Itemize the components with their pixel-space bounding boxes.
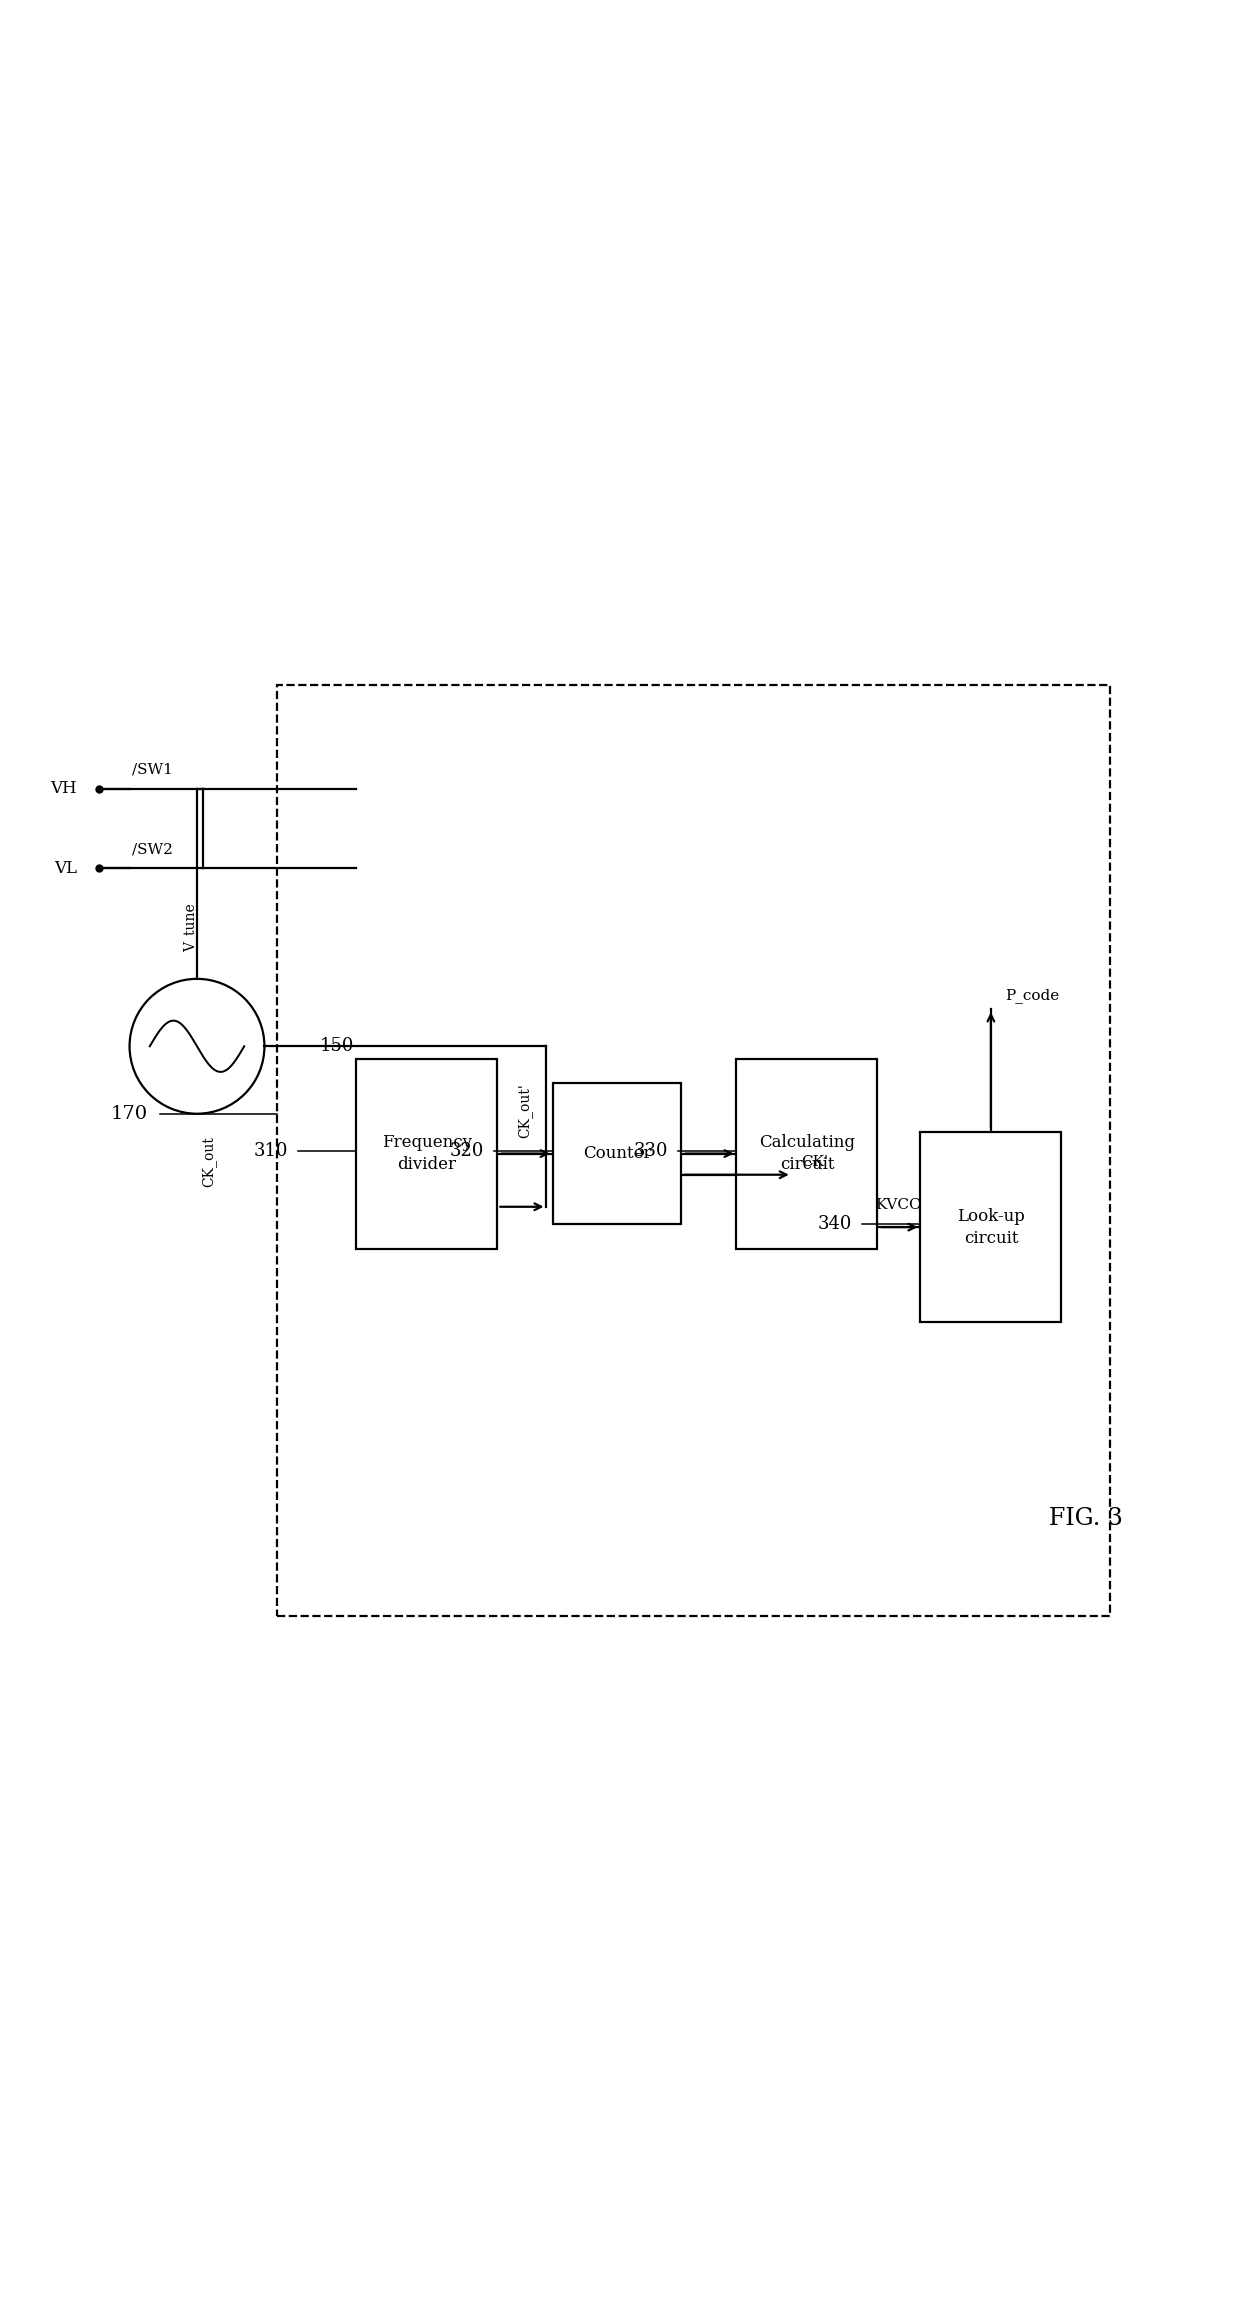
Text: Calculating
circuit: Calculating circuit <box>759 1134 856 1174</box>
Text: VL: VL <box>53 861 77 877</box>
Text: 310: 310 <box>253 1141 288 1160</box>
Bar <box>553 1084 681 1224</box>
Text: /SW1: /SW1 <box>131 762 172 775</box>
Text: V_tune: V_tune <box>184 902 198 953</box>
Bar <box>737 1058 878 1249</box>
Text: CK': CK' <box>801 1155 828 1169</box>
Text: VH: VH <box>50 780 77 798</box>
Text: 330: 330 <box>634 1141 668 1160</box>
Text: 340: 340 <box>817 1215 852 1233</box>
Text: 150: 150 <box>320 1038 353 1056</box>
Text: CK_out': CK_out' <box>517 1084 532 1137</box>
Text: Look-up
circuit: Look-up circuit <box>957 1208 1024 1247</box>
Text: 170: 170 <box>112 1104 148 1123</box>
Text: FIG. 3: FIG. 3 <box>1049 1507 1123 1530</box>
Bar <box>356 1058 497 1249</box>
Text: 320: 320 <box>450 1141 484 1160</box>
Text: /SW2: /SW2 <box>131 842 172 856</box>
Text: CK_out: CK_out <box>202 1137 217 1187</box>
Bar <box>277 686 1111 1615</box>
Bar <box>920 1132 1061 1323</box>
Text: KVCO: KVCO <box>875 1199 923 1213</box>
Text: Frequency
divider: Frequency divider <box>382 1134 472 1174</box>
Text: P_code: P_code <box>1006 989 1060 1003</box>
Text: Counter: Counter <box>583 1146 651 1162</box>
